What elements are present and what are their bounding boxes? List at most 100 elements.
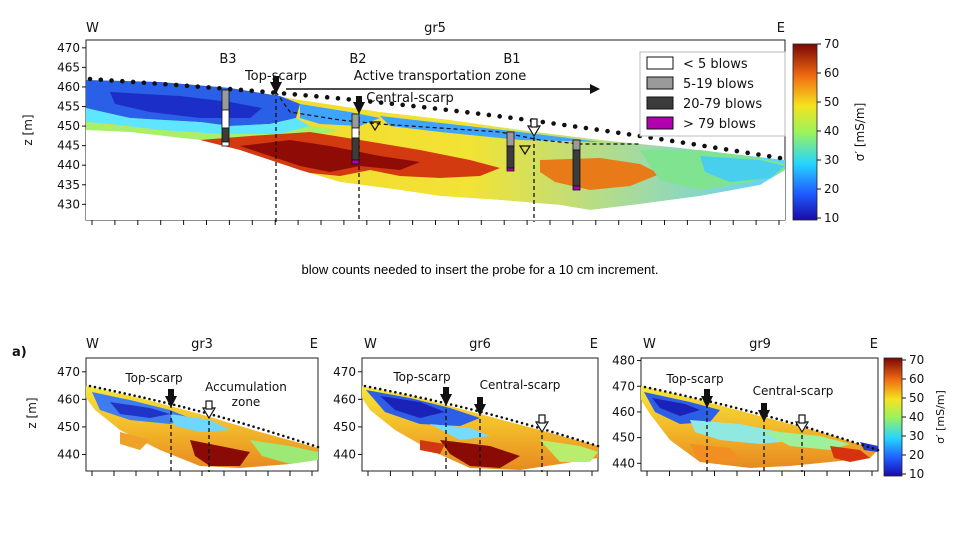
topography-dot	[324, 95, 330, 100]
top-scarp-arrow-shaft	[168, 389, 174, 397]
topography-dot	[424, 397, 428, 401]
topography-dot	[432, 106, 438, 111]
topography-dot	[551, 121, 556, 126]
topography-dot	[714, 401, 718, 405]
resistivity-field	[86, 80, 785, 220]
topography-dot	[497, 114, 502, 119]
topography-dot	[113, 389, 117, 393]
topography-dot	[591, 443, 595, 446]
y-tick-label: 450	[333, 420, 356, 434]
topography-dot	[373, 386, 377, 390]
x-axis-ticks	[91, 471, 313, 476]
topography-dot	[217, 85, 222, 91]
topography-dot	[217, 415, 221, 418]
colorbar-tick-label: 70	[909, 353, 924, 367]
resistivity-field	[86, 386, 318, 468]
top-scarp-arrow	[701, 396, 713, 408]
central-scarp-arrow-shaft	[761, 403, 767, 411]
topography-dot	[866, 445, 870, 449]
topography-dot	[669, 391, 672, 394]
topography-dot	[130, 79, 136, 85]
topography-dot	[561, 433, 564, 437]
y-tick-label: 445	[57, 139, 80, 153]
topography-dot	[724, 404, 728, 407]
topography-dot	[594, 127, 600, 132]
topography-dot	[669, 138, 675, 144]
topography-dot	[745, 150, 750, 156]
topography-dot	[238, 87, 244, 93]
topography-dot	[581, 439, 585, 443]
legend-swatch	[646, 76, 674, 90]
legend-label: > 79 blows	[683, 117, 756, 132]
topography-dot	[674, 392, 677, 395]
topography-dot	[490, 413, 493, 416]
topography-dot	[272, 431, 275, 435]
legend-label: < 5 blows	[683, 57, 748, 72]
topography-dot	[586, 441, 590, 445]
topography-dot	[510, 418, 514, 422]
topography-dot	[820, 430, 824, 434]
topography-dot	[400, 102, 405, 108]
topography-dot	[103, 387, 107, 391]
topography-dot	[252, 425, 255, 428]
chart-title: gr9	[749, 337, 771, 352]
topography-dot	[187, 407, 191, 410]
east-label: E	[590, 337, 598, 352]
topography-dot	[535, 426, 539, 429]
topography-dot	[831, 434, 834, 437]
borehole-east	[572, 139, 581, 191]
topography-dot	[653, 387, 657, 391]
topography-dot	[419, 396, 423, 399]
y-axis-ticks: 480 470 460 450 440	[612, 354, 641, 470]
topography-dot	[679, 393, 682, 397]
y-tick-label: 470	[612, 379, 635, 393]
topography-dot	[454, 108, 459, 114]
topography-dot	[775, 417, 778, 420]
topography-dot	[815, 429, 819, 432]
topography-dot	[702, 143, 707, 149]
topography-dot	[281, 91, 287, 96]
topography-dot	[409, 394, 412, 397]
topography-dot	[212, 413, 216, 417]
topography-dot	[750, 410, 753, 414]
top-scarp-arrow-shaft	[704, 389, 710, 397]
topography-dot	[222, 416, 226, 420]
topography-dot	[206, 85, 211, 90]
topography-dot	[141, 80, 147, 86]
y-axis-label: z [m]	[25, 397, 39, 428]
topography-dot	[770, 415, 773, 419]
y-tick-label: 455	[57, 100, 80, 114]
resistivity-field	[641, 386, 878, 468]
west-label: W	[643, 337, 656, 352]
slip-surface-line	[275, 91, 640, 145]
topography-dot	[734, 148, 740, 154]
y-tick-label: 450	[612, 431, 635, 445]
topography-dot	[182, 406, 186, 409]
top-scarp-arrow	[440, 394, 452, 406]
topography-dot	[267, 429, 270, 433]
topography-dot	[152, 81, 157, 86]
topography-dot	[163, 401, 166, 404]
topography-dot	[439, 400, 443, 404]
topography-dot	[766, 153, 772, 159]
topography-dot	[172, 403, 176, 407]
topography-dot	[734, 406, 738, 410]
topography-dot	[505, 417, 509, 421]
topography-dot	[826, 432, 829, 436]
y-axis-ticks: 470 460 450 440	[57, 365, 86, 461]
topography-dot	[719, 402, 723, 406]
topography-dot	[346, 97, 352, 102]
topography-dot	[133, 394, 136, 397]
topography-dot	[551, 430, 554, 434]
colorbar-tick-label: 50	[824, 95, 839, 109]
topography-dot	[658, 388, 662, 392]
east-label: E	[870, 337, 878, 352]
topography-dots	[87, 76, 783, 161]
topography-dot	[713, 145, 718, 150]
colorbar-tick-label: 40	[909, 410, 924, 424]
central-scarp-arrow	[353, 102, 365, 114]
topography-dot	[303, 93, 308, 98]
y-tick-label: 460	[612, 405, 635, 419]
topography-dot	[518, 116, 524, 122]
x-axis-ticks	[91, 220, 780, 225]
